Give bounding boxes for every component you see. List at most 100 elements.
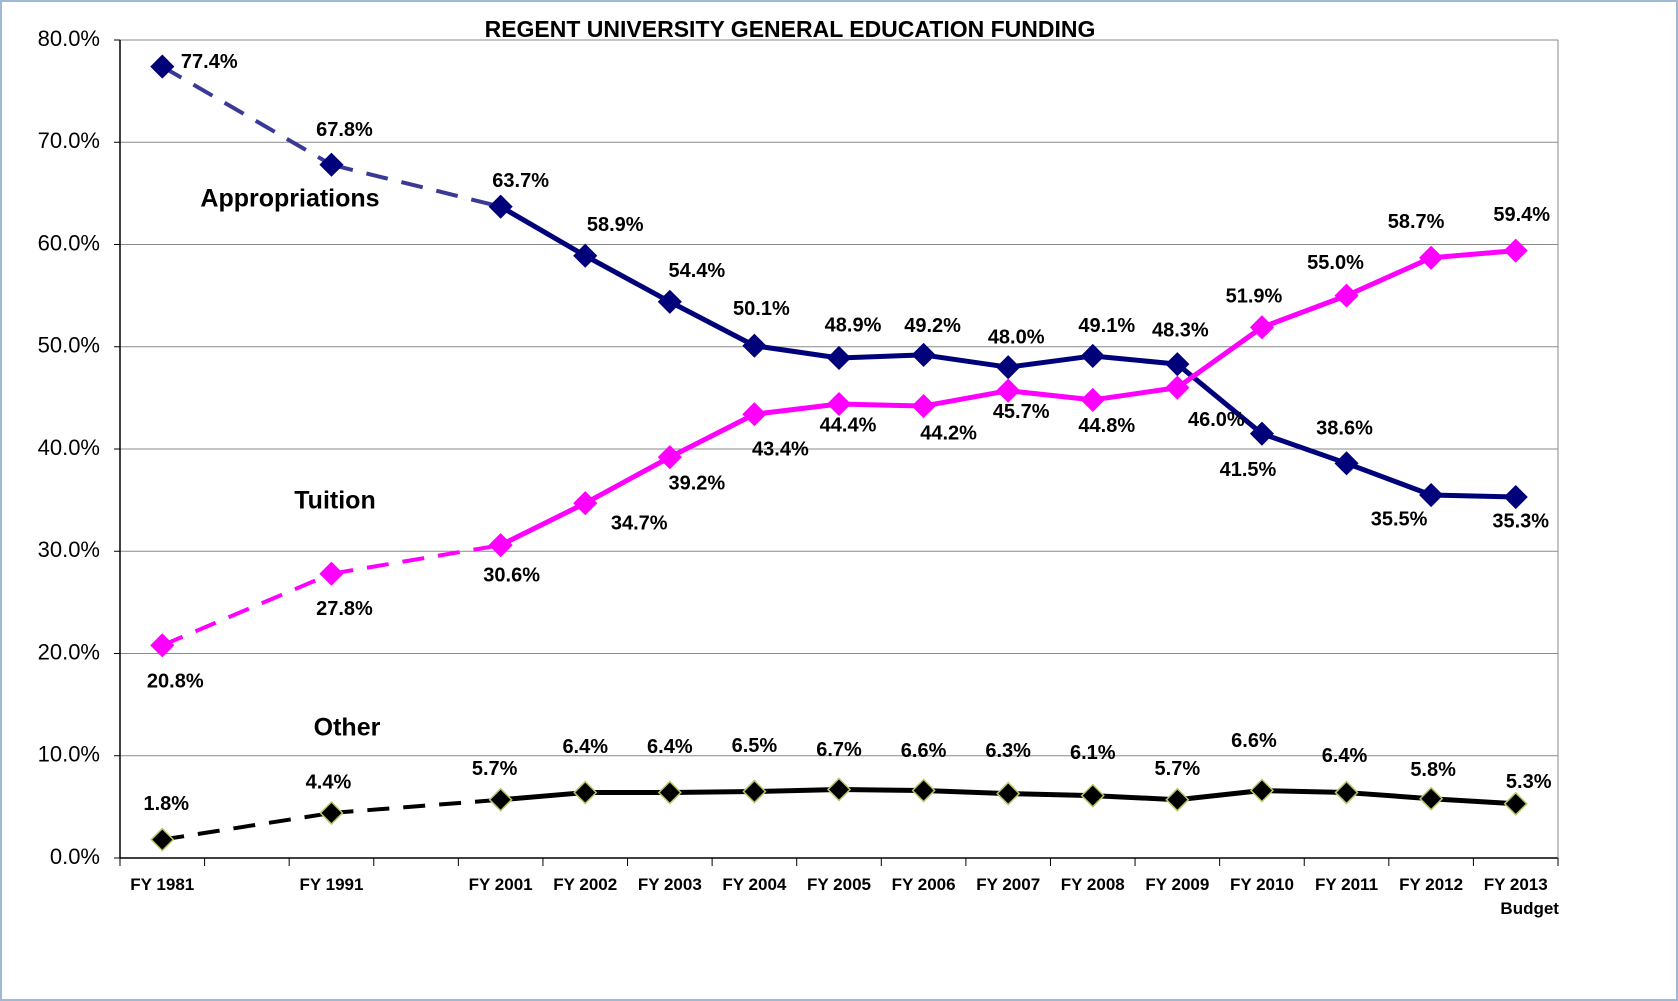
marker <box>319 800 344 826</box>
data-label: 59.4% <box>1493 204 1550 226</box>
y-tick-label: 10.0% <box>38 742 100 767</box>
marker <box>1503 791 1528 816</box>
line-segment <box>668 299 756 348</box>
line-segment <box>1261 293 1348 330</box>
marker <box>1419 786 1444 811</box>
series-name: Tuition <box>294 487 375 515</box>
marker <box>1165 787 1190 812</box>
x-tick-label-line: FY 2005 <box>807 875 871 894</box>
y-tick-label: 30.0% <box>38 537 100 562</box>
data-label: 49.2% <box>904 315 961 337</box>
marker <box>1165 375 1190 400</box>
x-tick-label-line: Budget <box>1500 899 1559 918</box>
marker <box>911 778 936 803</box>
marker <box>657 780 682 805</box>
marker <box>1249 315 1275 340</box>
y-tick-label: 80.0% <box>38 26 100 51</box>
data-label: 49.1% <box>1078 315 1135 337</box>
data-label: 6.7% <box>816 739 862 761</box>
marker <box>742 402 767 427</box>
marker <box>1503 238 1528 263</box>
marker <box>319 152 344 177</box>
marker <box>573 780 598 805</box>
line-segment-dashed <box>331 543 501 576</box>
line-segment <box>1430 796 1516 807</box>
data-label: 54.4% <box>668 260 725 282</box>
line-segment <box>499 500 587 548</box>
data-label: 5.8% <box>1410 759 1456 781</box>
marker <box>488 787 513 812</box>
data-label: 63.7% <box>492 170 549 192</box>
line-segment <box>1345 255 1433 298</box>
line-segment <box>584 454 672 506</box>
data-label: 41.5% <box>1220 459 1277 481</box>
data-label: 44.4% <box>820 414 877 436</box>
data-label: 20.8% <box>147 671 204 693</box>
line-segment <box>1007 353 1094 370</box>
x-tick-label: FY 2013 Budget <box>1484 875 1560 918</box>
data-label: 35.5% <box>1371 508 1428 530</box>
data-label: 58.9% <box>587 214 644 236</box>
data-label: 6.1% <box>1070 742 1116 764</box>
x-tick-label-line: FY 2004 <box>722 875 787 894</box>
line-segment <box>923 352 1009 370</box>
data-label: 6.4% <box>647 736 693 758</box>
line-segment <box>1092 793 1178 803</box>
marker <box>826 777 852 802</box>
x-tick-label-line: FY 2002 <box>553 875 617 894</box>
series-name: Other <box>314 714 381 742</box>
x-tick-label: FY 2008 <box>1061 875 1125 894</box>
line-segment <box>668 412 756 460</box>
data-label: 46.0% <box>1188 409 1245 431</box>
line-segment <box>754 401 840 417</box>
data-label: 48.9% <box>825 314 882 336</box>
marker <box>742 779 767 804</box>
marker <box>1249 778 1275 803</box>
data-label: 48.3% <box>1152 319 1209 341</box>
data-label: 1.8% <box>143 793 189 815</box>
x-tick-label-line: FY 2001 <box>469 875 533 894</box>
marker <box>1080 343 1105 369</box>
marker <box>1334 283 1359 308</box>
data-label: 6.3% <box>985 740 1031 762</box>
x-tick-label: FY 2011 <box>1315 875 1378 894</box>
y-tick-label: 20.0% <box>38 639 100 664</box>
data-label: 35.3% <box>1492 510 1549 532</box>
marker <box>742 333 767 358</box>
y-tick-label: 70.0% <box>38 128 100 153</box>
line-segment <box>1430 248 1516 261</box>
data-label: 5.7% <box>1155 758 1201 780</box>
marker <box>826 345 852 371</box>
line-segment <box>838 401 924 409</box>
x-tick-label-line: FY 2009 <box>1145 875 1209 894</box>
marker <box>573 243 598 268</box>
data-label: 67.8% <box>316 119 373 141</box>
line-segment-dashed <box>161 811 332 842</box>
data-label: 34.7% <box>611 512 668 534</box>
x-tick-label: FY 1981 <box>130 875 194 894</box>
marker <box>996 378 1021 403</box>
line-segment <box>923 788 1009 797</box>
line-segment <box>1092 385 1178 403</box>
line-segment <box>1177 788 1263 803</box>
x-tick-label-line: FY 2011 <box>1315 875 1378 894</box>
series-name: Appropriations <box>200 185 379 213</box>
x-tick-label: FY 2002 <box>553 875 617 894</box>
data-label: 51.9% <box>1226 286 1283 308</box>
line-segment <box>754 786 840 795</box>
data-label: 30.6% <box>483 564 540 586</box>
line-segment <box>923 388 1009 409</box>
line-segment <box>1261 788 1347 796</box>
data-label: 44.8% <box>1078 415 1135 437</box>
x-tick-label-line: FY 2007 <box>976 875 1040 894</box>
line-segment-dashed <box>330 162 502 209</box>
y-tick-label: 0.0% <box>50 844 100 869</box>
line-segment <box>838 786 924 794</box>
data-label: 48.0% <box>988 326 1045 348</box>
data-label: 55.0% <box>1307 252 1364 274</box>
line-segment <box>1007 388 1094 403</box>
marker <box>150 633 175 658</box>
data-label: 5.3% <box>1506 771 1552 793</box>
line-segment <box>1431 492 1516 500</box>
